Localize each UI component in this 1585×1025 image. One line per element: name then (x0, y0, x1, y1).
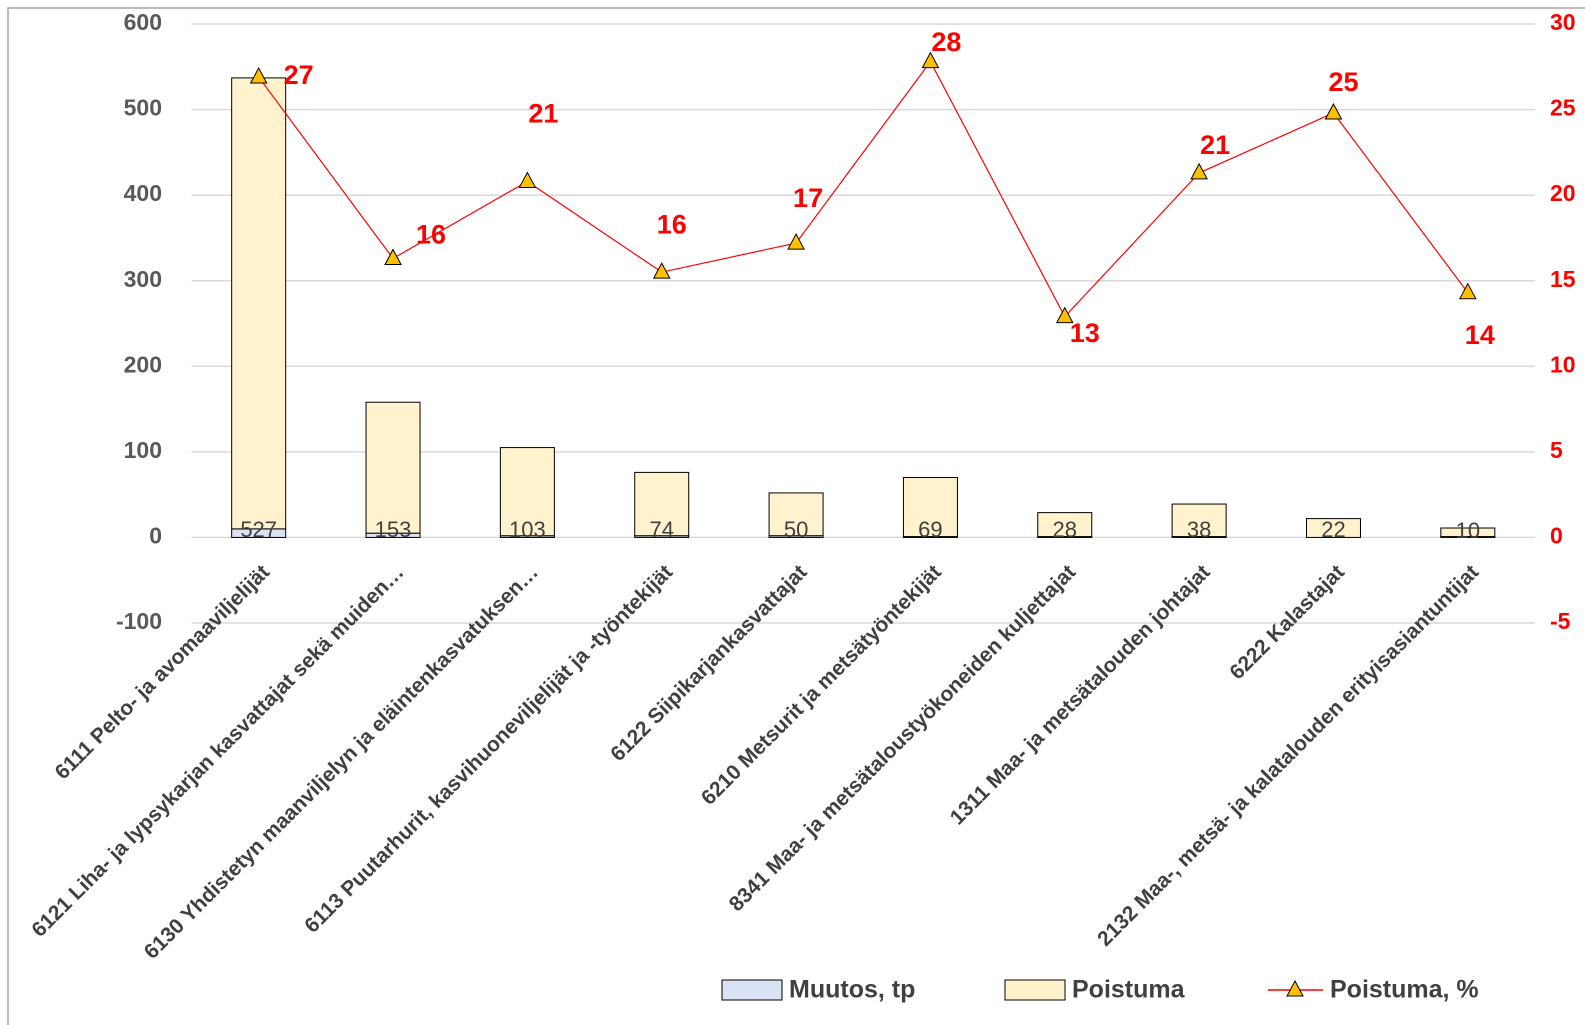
bar-value-label: 28 (1053, 517, 1077, 542)
y-tick-label: 400 (124, 180, 162, 206)
line-value-label: 25 (1328, 67, 1358, 97)
bar (1305, 518, 1361, 538)
x-tick-label: 6111 Pelto- ja avomaaviljelijät (51, 561, 274, 784)
y2-tick-label: 0 (1550, 523, 1563, 549)
y2-tick-label: 5 (1550, 437, 1563, 463)
line (258, 60, 1469, 318)
x-tick-label: 1311 Maa- ja metsätalouden johtajat (946, 561, 1215, 830)
bar (902, 477, 958, 538)
y2-tick-label: 10 (1550, 351, 1576, 377)
marker (249, 66, 268, 84)
line-value-label: 14 (1465, 320, 1495, 350)
bar (231, 77, 287, 530)
bar (1037, 512, 1093, 538)
bar (365, 401, 421, 534)
legend-swatch (1004, 979, 1066, 1001)
marker (1055, 306, 1074, 324)
y-tick-label: 200 (124, 351, 162, 377)
y2-tick-label: 30 (1550, 9, 1576, 35)
x-tick-label: 6210 Metsurit ja metsätyöntekijät (697, 561, 946, 810)
bar (1440, 527, 1496, 538)
y-tick-label: -100 (116, 608, 162, 634)
y-tick-label: 0 (149, 523, 162, 549)
bar (499, 447, 555, 537)
legend-label: Poistuma, % (1330, 976, 1479, 1004)
chart-border (7, 7, 1585, 1025)
bar-value-label: 69 (918, 517, 942, 542)
legend-label: Muutos, tp (789, 976, 915, 1004)
bar-value-label: 38 (1187, 517, 1211, 542)
bar (634, 471, 690, 537)
y2-tick-label: -5 (1550, 608, 1571, 634)
y-tick-label: 300 (124, 266, 162, 292)
line-value-label: 28 (931, 27, 961, 57)
marker (787, 233, 805, 250)
bar-value-label: 527 (240, 517, 277, 542)
line-value-label: 21 (1200, 130, 1230, 160)
marker (1190, 162, 1208, 180)
bar-value-label: 153 (375, 517, 412, 542)
line-value-label: 16 (657, 209, 687, 239)
line-value-label: 13 (1070, 318, 1100, 348)
marker (384, 248, 402, 265)
line-value-label: 27 (284, 60, 314, 90)
marker (921, 51, 940, 69)
marker (652, 262, 671, 279)
legend-marker (1286, 979, 1304, 997)
y-tick-label: 600 (124, 9, 162, 35)
line-value-label: 16 (416, 220, 446, 250)
y-tick-label: 500 (124, 95, 162, 121)
y2-tick-label: 25 (1550, 95, 1576, 121)
y2-tick-label: 15 (1550, 266, 1576, 292)
bar-value-label: 50 (784, 517, 808, 542)
bar-value-label: 22 (1321, 517, 1345, 542)
bar (1171, 503, 1227, 538)
y2-tick-label: 20 (1550, 180, 1576, 206)
marker (1324, 102, 1343, 120)
line-value-label: 17 (793, 183, 823, 213)
bar-value-label: 10 (1456, 518, 1480, 543)
bar-value-label: 103 (509, 517, 546, 542)
legend-label: Poistuma (1072, 976, 1186, 1004)
marker (518, 171, 537, 188)
bar-value-label: 74 (649, 517, 673, 542)
line-value-label: 21 (528, 99, 558, 129)
y-tick-label: 100 (124, 437, 162, 463)
marker (1458, 282, 1477, 300)
bar (768, 492, 824, 537)
legend-swatch (721, 979, 783, 1001)
